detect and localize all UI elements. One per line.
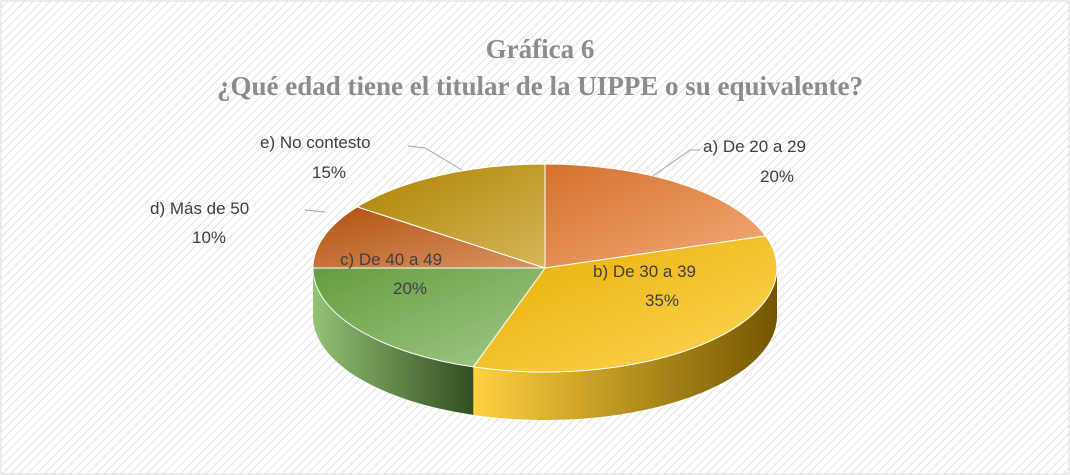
category-label: a) De 20 a 29	[703, 137, 806, 156]
pie	[312, 163, 778, 421]
category-label: b) De 30 a 39	[593, 262, 696, 281]
value-label: 20%	[760, 167, 794, 186]
category-label: d) Más de 50	[150, 199, 249, 218]
chart-title: Gráfica 6	[486, 34, 595, 64]
leader-lines	[304, 145, 700, 213]
value-label: 10%	[192, 228, 226, 247]
pie-slice	[544, 163, 767, 269]
value-label: 20%	[393, 279, 427, 298]
pie-slice	[472, 235, 778, 373]
pie-slice	[312, 267, 546, 368]
chart-subtitle: ¿Qué edad tiene el titular de la UIPPE o…	[217, 71, 863, 101]
pie-slice	[312, 206, 546, 269]
leader-line	[649, 149, 700, 179]
category-label: c) De 40 a 49	[340, 250, 442, 269]
leader-line	[304, 209, 326, 213]
category-label: e) No contesto	[260, 133, 371, 152]
value-label: 15%	[312, 163, 346, 182]
pie-side	[313, 268, 474, 415]
pie-slice	[356, 163, 546, 269]
value-label: 35%	[645, 291, 679, 310]
labels: a) De 20 a 29 20% b) De 30 a 39 35% c) De 40…	[150, 133, 806, 310]
pie-side	[473, 268, 777, 421]
leader-line	[407, 145, 463, 171]
